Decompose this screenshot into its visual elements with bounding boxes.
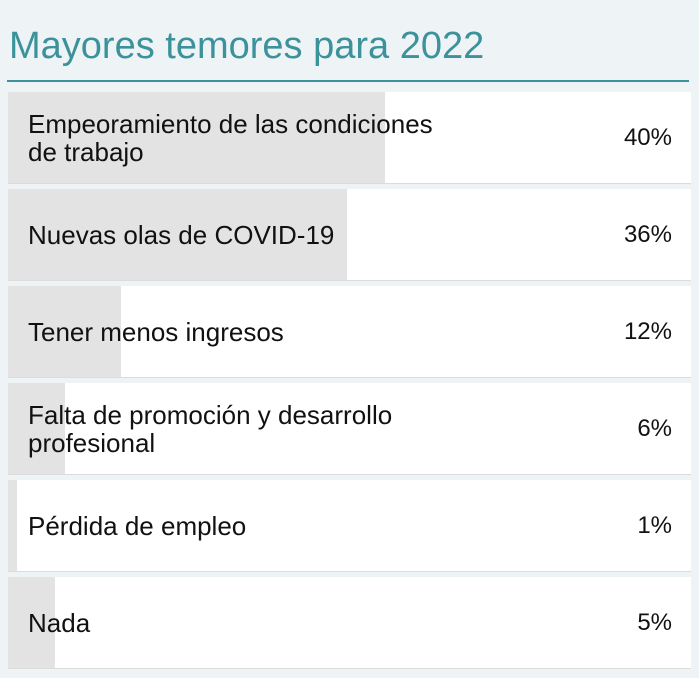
- bar-row: Pérdida de empleo 1%: [8, 480, 691, 572]
- bar-row: Tener menos ingresos 12%: [8, 286, 691, 378]
- category-label: Nada: [28, 607, 91, 638]
- bar: [8, 383, 65, 474]
- category-label: Falta de promoción y desarrollo profesio…: [28, 399, 393, 458]
- bar: [8, 480, 18, 571]
- value-label: 40%: [623, 123, 672, 151]
- value-label: 1%: [637, 511, 672, 539]
- category-label: Nuevas olas de COVID-19: [28, 219, 335, 250]
- category-label: Tener menos ingresos: [28, 316, 284, 347]
- bar: [8, 189, 348, 280]
- value-label: 6%: [637, 414, 672, 442]
- bar: [8, 92, 386, 183]
- bar-row: Nada 5%: [8, 577, 691, 669]
- bar: [8, 286, 122, 377]
- title-divider: [7, 80, 689, 82]
- value-label: 12%: [623, 317, 672, 345]
- value-label: 5%: [637, 608, 672, 636]
- chart-title: Mayores temores para 2022: [9, 25, 485, 67]
- bar: [8, 577, 56, 668]
- category-label: Empeoramiento de las condiciones de trab…: [28, 108, 433, 167]
- bar-row: Falta de promoción y desarrollo profesio…: [8, 383, 691, 475]
- bar-row: Empeoramiento de las condiciones de trab…: [8, 92, 691, 184]
- bar-row: Nuevas olas de COVID-19 36%: [8, 189, 691, 281]
- bar-list: Empeoramiento de las condiciones de trab…: [8, 92, 691, 674]
- value-label: 36%: [623, 220, 672, 248]
- category-label: Pérdida de empleo: [28, 510, 247, 541]
